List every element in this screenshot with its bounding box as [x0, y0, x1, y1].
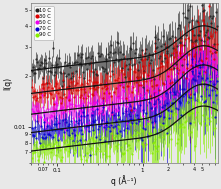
- X-axis label: q (Å⁻¹): q (Å⁻¹): [112, 175, 137, 186]
- Y-axis label: I(q): I(q): [4, 77, 12, 90]
- Legend: 10 C, 30 C, 50 C, 70 C, 90 C: 10 C, 30 C, 50 C, 70 C, 90 C: [34, 6, 53, 40]
